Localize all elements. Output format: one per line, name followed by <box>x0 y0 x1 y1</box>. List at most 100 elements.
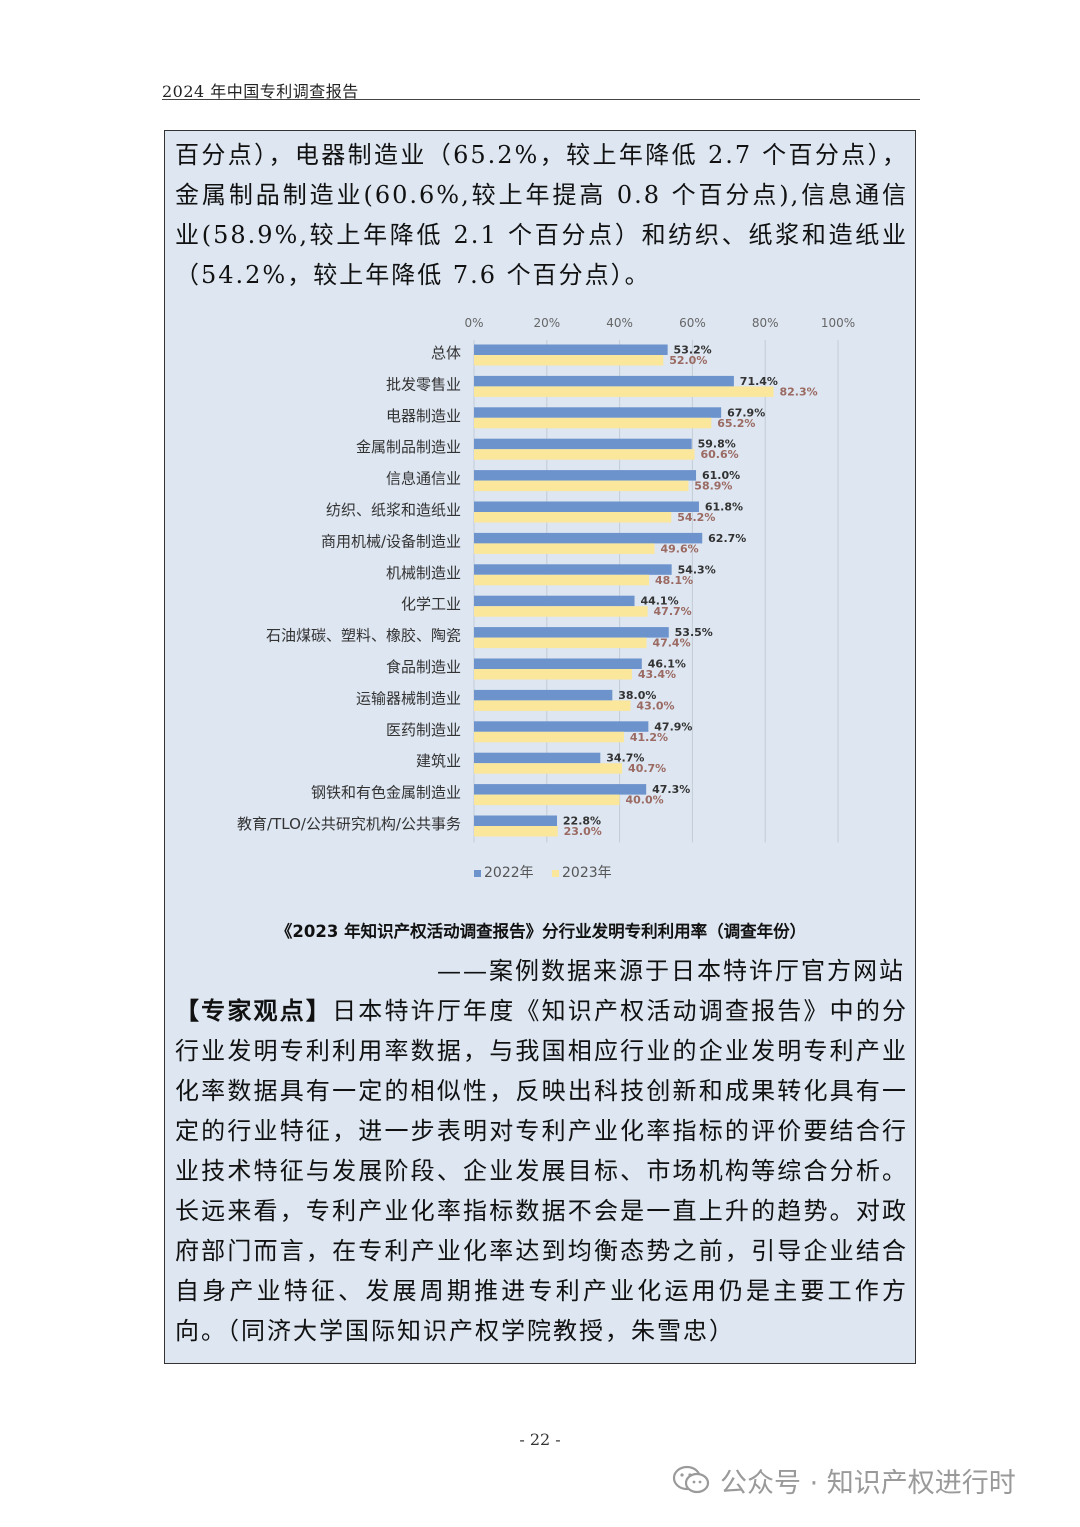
bar <box>474 512 672 523</box>
bar <box>474 355 664 366</box>
bar <box>474 689 613 701</box>
bar <box>474 574 650 586</box>
bar <box>474 564 672 575</box>
bar <box>474 669 632 680</box>
category-label: 建筑业 <box>416 752 461 770</box>
data-label: 54.2% <box>677 511 715 524</box>
watermark-text: 公众号 · 知识产权进行时 <box>720 1467 1016 1499</box>
category-label: 化学工业 <box>401 595 461 613</box>
bar <box>474 815 557 826</box>
x-tick-label: 60% <box>679 316 706 330</box>
bar <box>474 721 649 732</box>
bar <box>474 480 689 492</box>
data-label: 47.4% <box>652 637 690 650</box>
legend-label: 2022年 <box>484 865 534 881</box>
bar <box>474 438 692 450</box>
category-label: 石油煤碳、塑料、橡胶、陶瓷 <box>266 627 461 645</box>
expert-paragraph: 【专家观点】日本特许厅年度《知识产权活动调查报告》中的分行业发明专利利用率数据，… <box>175 991 908 1351</box>
bar <box>474 752 601 764</box>
bar <box>474 627 669 638</box>
wechat-icon <box>672 1465 710 1494</box>
x-tick-label: 20% <box>533 316 560 330</box>
category-label: 商用机械/设备制造业 <box>321 532 461 550</box>
x-tick-label: 0% <box>464 316 483 330</box>
x-tick-label: 80% <box>752 316 779 330</box>
bar <box>474 731 624 743</box>
source-note: ——案例数据来源于日本特许厅官方网站 <box>437 957 905 985</box>
data-label: 61.8% <box>705 501 743 514</box>
data-label: 47.3% <box>652 783 690 796</box>
data-label: 46.1% <box>648 658 686 671</box>
bar <box>474 606 648 617</box>
category-label: 机械制造业 <box>386 564 461 582</box>
x-tick-label: 100% <box>821 316 855 330</box>
bar <box>474 501 699 512</box>
legend-swatch <box>474 870 481 877</box>
category-label: 金属制品制造业 <box>356 438 461 456</box>
category-label: 钢铁和有色金属制造业 <box>311 784 461 802</box>
data-label: 59.8% <box>698 438 736 451</box>
data-label: 48.1% <box>655 574 693 587</box>
bar <box>474 543 655 554</box>
bar <box>474 532 703 544</box>
bar <box>474 595 635 607</box>
intro-paragraph: 百分点），电器制造业（65.2%，较上年降低 2.7 个百分点），金属制品制造业… <box>175 141 908 289</box>
category-label: 电器制造业 <box>386 407 461 425</box>
page-number: - 22 - <box>519 1430 561 1449</box>
data-label: 67.9% <box>727 406 765 419</box>
x-tick-label: 40% <box>606 316 633 330</box>
category-label: 纺织、纸浆和造纸业 <box>326 501 461 519</box>
data-label: 38.0% <box>618 689 656 702</box>
bar <box>474 658 642 669</box>
data-label: 40.0% <box>626 794 664 807</box>
category-label: 医药制造业 <box>386 721 461 739</box>
data-label: 47.9% <box>654 720 692 733</box>
legend-swatch <box>552 870 559 877</box>
bar <box>474 470 697 481</box>
data-label: 62.7% <box>708 532 746 545</box>
data-label: 40.7% <box>628 762 666 775</box>
data-label: 71.4% <box>740 375 778 388</box>
data-label: 22.8% <box>563 815 601 828</box>
data-label: 58.9% <box>694 480 732 493</box>
bar <box>474 375 734 387</box>
category-label: 总体 <box>431 344 461 362</box>
data-label: 53.5% <box>675 626 713 639</box>
bar <box>474 700 631 711</box>
header-rule <box>162 99 920 100</box>
data-label: 53.2% <box>674 344 712 357</box>
data-label: 60.6% <box>700 448 738 461</box>
category-label: 食品制造业 <box>386 658 461 676</box>
industry-utilization-chart: 0% 20% 40% 60% 80% 100% 总体 53.2%52.0% 批发零售业 71.4%… <box>237 316 855 881</box>
data-label: 47.7% <box>654 605 692 618</box>
expert-label: 【专家观点】 <box>175 997 333 1025</box>
bar <box>474 386 774 397</box>
data-label: 43.4% <box>638 668 676 681</box>
running-header: 2024 年中国专利调查报告 <box>162 82 359 101</box>
bar <box>474 407 722 418</box>
bar <box>474 826 558 837</box>
category-label: 教育/TLO/公共研究机构/公共事务 <box>237 815 461 833</box>
bar <box>474 417 712 429</box>
data-label: 61.0% <box>702 469 740 482</box>
chart-caption: 《2023 年知识产权活动调查报告》分行业发明专利利用率（调查年份） <box>275 922 807 941</box>
category-label: 信息通信业 <box>386 470 461 488</box>
bar <box>474 794 620 806</box>
data-label: 44.1% <box>640 595 678 608</box>
data-label: 65.2% <box>717 417 755 430</box>
data-label: 34.7% <box>606 752 644 765</box>
expert-text: 日本特许厅年度《知识产权活动调查报告》中的分行业发明专利利用率数据，与我国相应行… <box>175 997 909 1345</box>
bar <box>474 344 668 355</box>
category-label: 批发零售业 <box>386 375 461 393</box>
bar <box>474 637 647 649</box>
data-label: 54.3% <box>678 563 716 576</box>
legend-label: 2023年 <box>562 865 612 881</box>
bar <box>474 784 647 795</box>
data-label: 49.6% <box>660 542 698 555</box>
bar <box>474 449 695 460</box>
data-label: 52.0% <box>669 354 707 367</box>
bar <box>474 763 623 774</box>
case-box: 百分点），电器制造业（65.2%，较上年降低 2.7 个百分点），金属制品制造业… <box>164 130 916 1364</box>
watermark: 公众号 · 知识产权进行时 <box>672 1460 1052 1500</box>
data-label: 43.0% <box>636 699 674 712</box>
